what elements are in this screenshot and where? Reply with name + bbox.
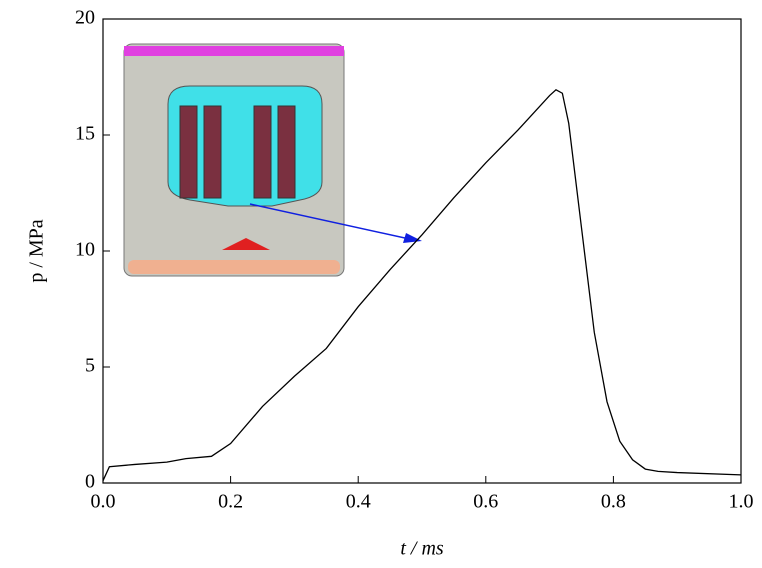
x-tick-label: 0.4 xyxy=(346,491,371,513)
y-tick-label: 20 xyxy=(75,7,95,29)
inset-bar xyxy=(278,106,295,198)
inset-bar xyxy=(180,106,197,198)
inset-top-plate xyxy=(124,46,344,56)
inset-bar xyxy=(204,106,221,198)
x-tick-label: 1.0 xyxy=(729,491,754,513)
y-tick-label: 15 xyxy=(75,123,95,145)
y-tick-label: 0 xyxy=(85,471,95,493)
x-tick-label: 0.0 xyxy=(91,491,116,513)
inset-illustration xyxy=(124,44,422,276)
chart: t / ms p / MPa 0.0 0.2 0.4 0.6 0.8 1.0 0 5 10 15 2… xyxy=(0,0,762,568)
page: {"chart_data": {"type": "line", "xlabel"… xyxy=(0,0,762,568)
y-tick-label: 5 xyxy=(85,355,95,377)
inset-bottom-plate xyxy=(128,260,340,274)
y-axis-label: p / MPa xyxy=(26,219,48,282)
y-tick-label: 10 xyxy=(75,239,95,261)
x-tick-label: 0.6 xyxy=(473,491,498,513)
x-axis-label: t / ms xyxy=(400,538,444,560)
x-tick-label: 0.8 xyxy=(601,491,626,513)
x-tick-label: 0.2 xyxy=(218,491,243,513)
inset-bar xyxy=(254,106,271,198)
